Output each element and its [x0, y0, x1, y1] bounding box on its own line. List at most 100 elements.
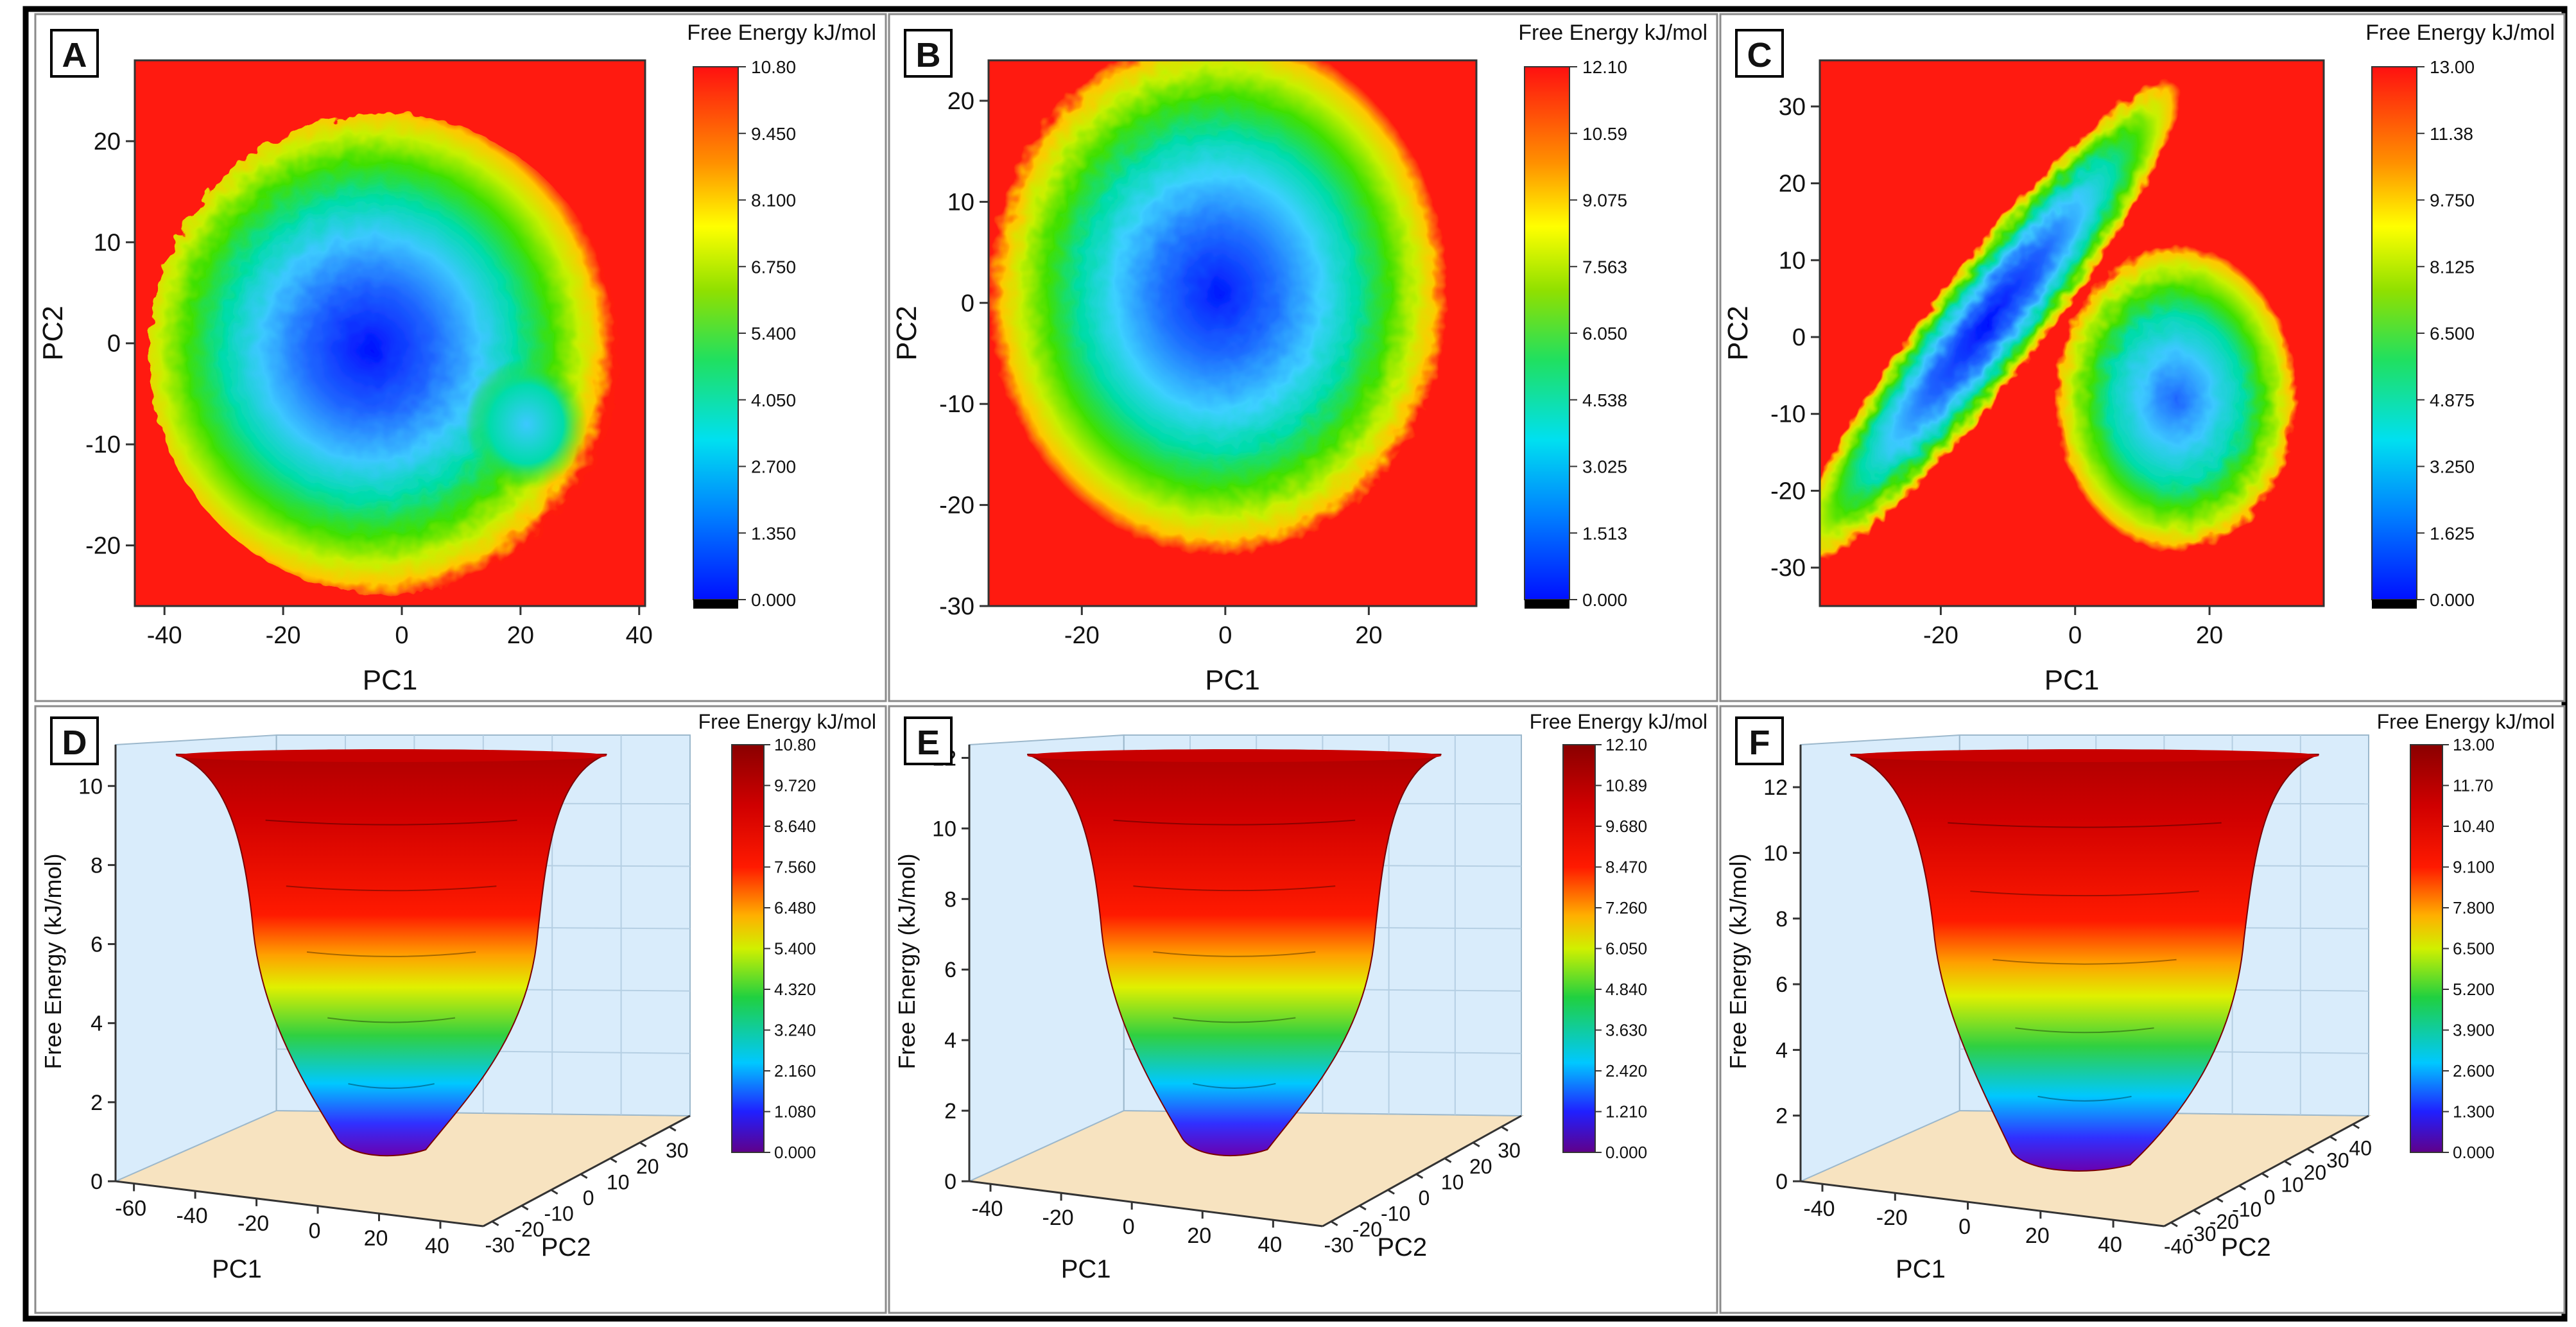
colorbar-tick-label: 0.000 [2453, 1143, 2494, 1162]
x-tick-label: 20 [2196, 622, 2223, 649]
colorbar-tick-label: 1.625 [2430, 523, 2475, 543]
free-energy-surface [175, 754, 607, 1157]
colorbar-tick-label: 3.240 [774, 1021, 816, 1040]
colorbar-tick-label: 6.480 [774, 898, 816, 917]
panel-letter: A [62, 36, 87, 74]
colorbar-under [2372, 600, 2417, 609]
pc2-tick-label: 0 [583, 1186, 594, 1210]
surface-contour [1993, 958, 2177, 965]
pc2-tick [1415, 1173, 1424, 1179]
pc2-tick [2193, 1209, 2201, 1215]
pc2-tick-label: 20 [1469, 1155, 1492, 1178]
z-tick-label: 10 [1763, 841, 1788, 865]
panel-a: A -40 -20 0 20 40 20 10 0 -10 -20 PC1 PC2 Free Energy… [34, 13, 887, 702]
pc2-tick [2306, 1148, 2315, 1154]
colorbar-title: Free Energy kJ/mol [1530, 710, 1707, 733]
pc2-tick-label: 20 [2304, 1161, 2327, 1184]
pc2-tick [550, 1189, 558, 1195]
pc2-tick [1387, 1189, 1395, 1195]
panel-letter: D [62, 724, 87, 762]
colorbar-tick-label: 3.900 [2453, 1021, 2494, 1040]
pc2-tick-label: -40 [2164, 1235, 2193, 1258]
pc2-tick-label: 30 [1498, 1139, 1521, 1162]
colorbar [2371, 66, 2417, 600]
panel-b: B -20 0 20 20 10 0 -10 -20 -30 PC1 PC2 Free Energy k… [888, 13, 1718, 702]
pc1-tick-label: -40 [971, 1197, 1003, 1221]
colorbar-tick-label: 2.700 [751, 457, 796, 477]
colorbar [2410, 744, 2443, 1153]
colorbar-tick-label: 0.000 [1605, 1143, 1647, 1162]
pc2-tick-label: 30 [666, 1139, 689, 1162]
x-axis-label: PC1 [363, 664, 418, 696]
panel-letter: B [916, 36, 941, 74]
y-tick-label: 20 [94, 128, 121, 155]
colorbar-tick-label: 10.89 [1605, 776, 1647, 795]
colorbar-tick-label: 2.160 [774, 1061, 816, 1080]
colorbar-tick-label: 3.250 [2430, 457, 2475, 477]
pc2-tick [2238, 1184, 2246, 1191]
surface-contour [348, 1083, 435, 1089]
basin-secondary [2055, 245, 2297, 551]
z-tick-label: 12 [1763, 776, 1788, 800]
y-tick-label: 20 [1779, 171, 1806, 198]
y-axis-label: PC2 [1722, 306, 1754, 361]
colorbar-tick-label: 1.210 [1605, 1102, 1647, 1122]
heatmap-surface [989, 60, 1448, 555]
colorbar-tick-label: 6.050 [1582, 324, 1627, 343]
x-tick-label: -20 [1923, 622, 1958, 649]
surface-contour [306, 951, 476, 957]
heatmap-surface [1820, 78, 2297, 565]
z-tick-label: 2 [1776, 1104, 1788, 1129]
pc2-tick [491, 1220, 499, 1226]
pc2-tick-label: 0 [2264, 1186, 2276, 1209]
pc1-tick-label: 0 [1958, 1215, 1971, 1239]
pc2-axis [2163, 1115, 2369, 1227]
colorbar-tick-label: 1.350 [751, 523, 796, 543]
z-tick-label: 2 [944, 1099, 956, 1123]
pc2-tick-label: -20 [515, 1218, 544, 1241]
colorbar-tick-label: 8.125 [2430, 257, 2475, 277]
pc2-tick-label: 10 [607, 1170, 630, 1193]
z-tick-label: 8 [1776, 907, 1788, 932]
pc2-tick-label: 30 [2326, 1149, 2349, 1172]
basin-main [989, 60, 1448, 555]
pc2-axis-label: PC2 [2221, 1233, 2271, 1262]
x-axis-label: PC1 [1205, 664, 1260, 696]
colorbar-tick-label: 6.500 [2430, 324, 2475, 343]
x-tick-label: -20 [266, 622, 301, 649]
pc2-tick-label: -30 [485, 1234, 514, 1257]
surface-contour [2015, 1027, 2154, 1034]
y-tick-label: -20 [1770, 478, 1806, 505]
pc2-tick [2330, 1136, 2337, 1141]
pc2-tick-label: 40 [2349, 1136, 2372, 1159]
pc2-tick [609, 1158, 618, 1163]
colorbar-tick-label: 0.000 [751, 590, 796, 610]
pc2-tick-label: 10 [2281, 1174, 2304, 1197]
z-tick-label: 10 [932, 817, 956, 841]
y-tick-label: -20 [939, 492, 974, 519]
colorbar-tick-label: 1.080 [774, 1102, 816, 1122]
colorbar-title: Free Energy kJ/mol [2365, 21, 2555, 45]
z-tick-label: 0 [1776, 1170, 1788, 1194]
z-tick-label: 6 [1776, 973, 1788, 997]
plot-frame [134, 59, 646, 607]
colorbar-tick-label: 11.38 [2430, 124, 2473, 144]
pc2-axis [1322, 1115, 1522, 1227]
basin-diagonal [1820, 78, 2181, 565]
x-tick-label: 20 [507, 622, 534, 649]
y-tick-label: -10 [939, 391, 974, 418]
colorbar-tick-label: 1.513 [1582, 523, 1627, 543]
pc2-tick [521, 1204, 529, 1211]
colorbar-title: Free Energy kJ/mol [698, 710, 876, 733]
colorbar-tick-label: 13.00 [2453, 735, 2494, 754]
pc2-tick-label: -10 [1381, 1202, 1410, 1225]
colorbar [693, 66, 739, 600]
y-axis-label: PC2 [891, 306, 922, 361]
surface-contour [1173, 1017, 1296, 1023]
colorbar-tick-label: 7.800 [2453, 898, 2494, 917]
pc1-tick-label: -60 [115, 1197, 146, 1221]
pc1-tick-label: 0 [1123, 1215, 1135, 1239]
y-tick-label: -30 [939, 593, 974, 620]
